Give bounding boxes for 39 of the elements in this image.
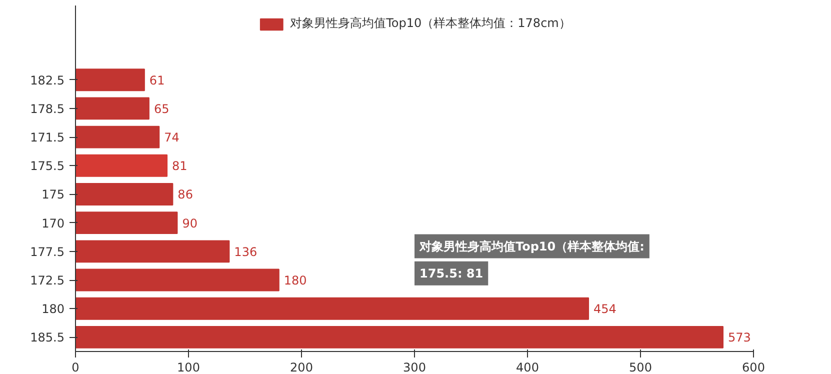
y-tick-label: 180 <box>42 302 64 316</box>
annotation: 对象男性身高均值Top10（样本整体均值: 175.5: 81 <box>418 239 644 280</box>
data-label: 86 <box>178 188 193 202</box>
data-label: 81 <box>172 159 188 174</box>
bar <box>76 97 150 120</box>
y-tick-label: 178.5 <box>30 102 65 116</box>
y-tick-label: 171.5 <box>30 130 65 145</box>
x-tick-label: 300 <box>403 360 426 374</box>
bar <box>76 268 280 292</box>
bar <box>76 212 178 234</box>
y-tick-label: 177.5 <box>30 244 65 259</box>
x-tick-label: 500 <box>629 360 652 374</box>
y-tick-label: 185.5 <box>30 330 65 345</box>
x-tick-label: 100 <box>177 360 200 374</box>
y-tick-label: 175.5 <box>30 159 65 174</box>
data-label: 74 <box>164 130 180 145</box>
data-label: 136 <box>234 244 258 259</box>
x-tick-label: 0 <box>72 360 80 374</box>
bar <box>76 297 590 320</box>
y-tick-label: 175 <box>42 188 64 202</box>
bar <box>76 126 160 148</box>
bar <box>76 183 174 206</box>
data-label: 65 <box>154 102 170 116</box>
data-label: 573 <box>728 330 751 345</box>
y-tick-label: 172.5 <box>30 274 65 288</box>
data-label: 180 <box>284 274 307 288</box>
x-tick-label: 400 <box>516 360 539 374</box>
x-tick-label: 600 <box>742 360 765 374</box>
x-tick-label: 200 <box>290 360 313 374</box>
bar <box>76 154 168 177</box>
legend-label: 对象男性身高均值Top10（样本整体均值：178cm） <box>290 15 571 32</box>
bar <box>76 240 230 263</box>
data-label: 90 <box>182 216 198 230</box>
bar <box>76 68 145 92</box>
y-tick-label: 170 <box>42 216 64 230</box>
y-tick-label: 182.5 <box>30 73 65 88</box>
data-label: 61 <box>149 73 165 88</box>
bar <box>76 326 724 348</box>
data-label: 454 <box>594 302 616 316</box>
